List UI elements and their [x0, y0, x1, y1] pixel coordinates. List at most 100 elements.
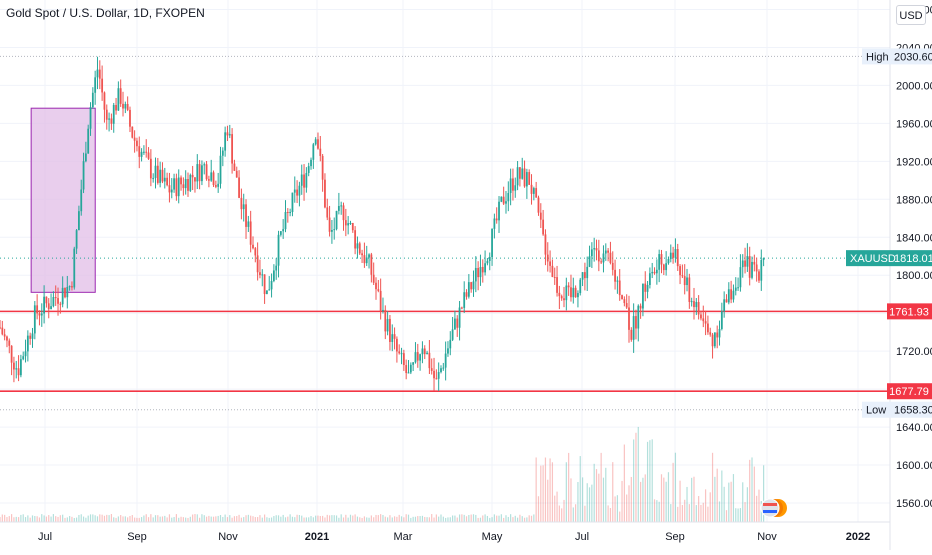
- x-tick-label: 2021: [305, 531, 329, 543]
- volume-bar: [261, 517, 263, 522]
- volume-bar: [737, 508, 739, 522]
- volume-bar: [382, 514, 384, 522]
- candle-body: [472, 281, 475, 290]
- volume-bar: [138, 517, 140, 522]
- candle-body: [177, 177, 180, 197]
- volume-bar: [370, 515, 372, 522]
- candle-body: [22, 356, 25, 360]
- candle-body: [210, 172, 213, 181]
- candle-body: [535, 188, 538, 198]
- candle-body: [175, 178, 178, 197]
- candle-body: [212, 172, 215, 186]
- candle-body: [744, 260, 746, 267]
- volume-bar: [549, 458, 551, 522]
- volume-bar: [702, 502, 704, 522]
- volume-bar: [99, 514, 101, 522]
- volume-bar: [452, 515, 454, 522]
- volume-bar: [328, 515, 331, 522]
- volume-bar: [491, 517, 493, 522]
- volume-bar: [426, 517, 428, 522]
- event-flag[interactable]: [760, 498, 787, 518]
- extreme-label: Low: [866, 405, 886, 417]
- us-flag-icon[interactable]: [760, 498, 780, 518]
- volume-bar: [24, 517, 27, 522]
- volume-bar: [212, 516, 215, 522]
- candle-body: [365, 257, 368, 264]
- price-axis[interactable]: 1560.001600.001640.001680.001720.001760.…: [889, 0, 932, 550]
- candle-body: [512, 178, 514, 191]
- candle-body: [732, 290, 735, 300]
- horizontal-levels[interactable]: [0, 257, 890, 393]
- y-tick-label: 1640.00: [896, 422, 932, 434]
- volume-bar: [50, 516, 52, 522]
- volume-bar: [405, 514, 407, 522]
- volume-bar: [739, 508, 742, 522]
- volume-bar: [373, 517, 375, 522]
- volume-bar: [71, 516, 73, 522]
- currency-button[interactable]: USD: [896, 5, 926, 25]
- volume-bar: [43, 515, 45, 522]
- candle-body: [521, 168, 524, 179]
- candle-body: [702, 318, 705, 322]
- candle-body: [161, 169, 164, 182]
- volume-bar: [500, 514, 502, 522]
- candle-body: [363, 255, 366, 264]
- candle-body: [384, 309, 387, 332]
- volume-bar: [742, 482, 744, 522]
- candle-body: [686, 277, 688, 286]
- volume-bar: [215, 516, 217, 522]
- volume-bar: [735, 508, 737, 522]
- candle-body: [495, 218, 498, 221]
- candle-body: [219, 155, 222, 184]
- candle-body: [602, 253, 605, 263]
- volume-bar: [236, 516, 238, 522]
- volume-bar: [749, 459, 751, 522]
- volume-bar: [414, 516, 417, 522]
- time-axis[interactable]: Jul Sep Nov 2021 Mar May Jul Sep Nov 2022: [0, 521, 890, 543]
- candle-body: [567, 285, 570, 288]
- candle-body: [391, 334, 394, 342]
- volume-bar: [721, 470, 723, 522]
- candle-body: [68, 286, 71, 288]
- highlight-rectangle[interactable]: [30, 107, 96, 293]
- candle-body: [558, 292, 561, 297]
- volume-bar: [78, 514, 80, 522]
- volume-bar: [602, 477, 605, 522]
- volume-bar: [136, 517, 138, 522]
- candle-body: [442, 367, 445, 369]
- volume-bar: [591, 484, 593, 522]
- volume-bar: [621, 480, 623, 522]
- candle-body: [760, 260, 763, 281]
- volume-bar: [514, 515, 516, 522]
- candle-body: [444, 353, 447, 368]
- candle-body: [697, 302, 700, 315]
- candle-body: [516, 167, 519, 186]
- candle-body: [607, 250, 610, 253]
- candle-body: [674, 249, 677, 258]
- candle-body: [707, 323, 709, 333]
- candle-body: [449, 339, 452, 349]
- volume-bar: [205, 516, 208, 522]
- candle-body: [676, 249, 679, 267]
- highlight-box-layer[interactable]: [30, 107, 96, 293]
- volume-bar: [479, 517, 482, 522]
- volume-bar: [391, 517, 393, 522]
- volume-bar: [533, 514, 535, 522]
- candle-body: [753, 261, 756, 265]
- volume-bar: [472, 514, 475, 522]
- volume-bar: [166, 517, 168, 522]
- candle-body: [156, 165, 159, 183]
- volume-bar: [570, 478, 572, 522]
- volume-bar: [438, 516, 440, 522]
- candle-body: [124, 103, 127, 109]
- candle-body: [108, 118, 110, 120]
- volume-bar: [222, 516, 224, 522]
- volume-bar: [407, 514, 410, 522]
- x-tick-label: Sep: [665, 531, 685, 543]
- y-tick-label: 1800.00: [896, 270, 932, 282]
- y-tick-label: 1840.00: [896, 232, 932, 244]
- candle-body: [231, 134, 234, 164]
- volume-bar: [470, 514, 472, 522]
